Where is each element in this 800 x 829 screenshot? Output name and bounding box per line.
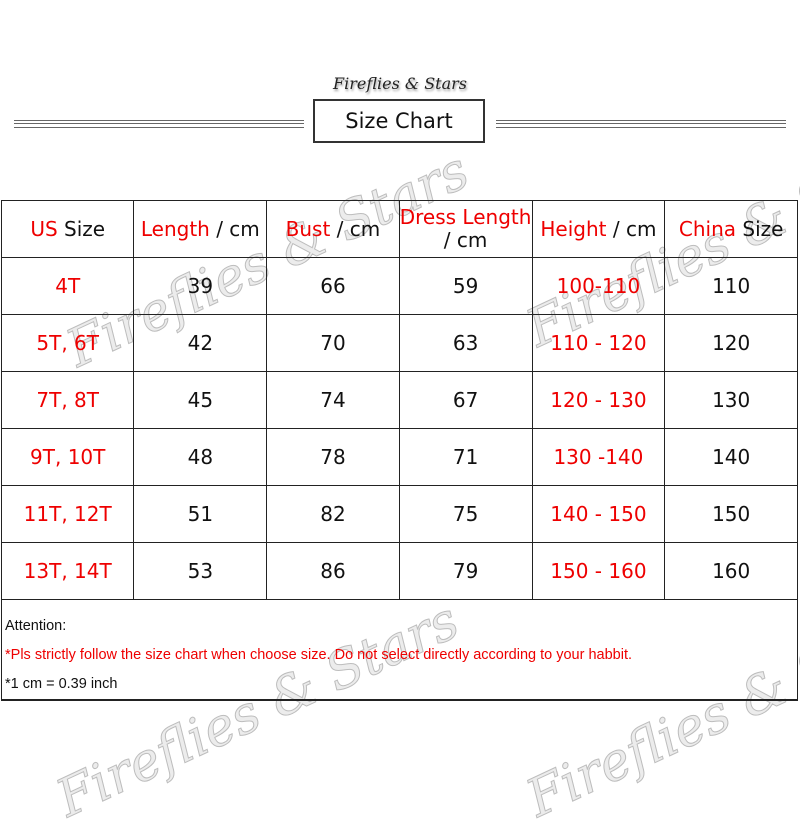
table-cell: 75 bbox=[398, 485, 533, 543]
conversion-note: *1 cm = 0.39 inch bbox=[5, 676, 118, 692]
table-cell: 82 bbox=[266, 485, 400, 543]
table-cell: 140 - 150 bbox=[531, 485, 666, 543]
table-cell: 13T, 14T bbox=[0, 542, 135, 600]
table-cell: 74 bbox=[266, 371, 400, 429]
column-header: Dress Length / cm bbox=[398, 200, 533, 258]
table-cell: 5T, 6T bbox=[0, 314, 135, 372]
table-cell: 48 bbox=[133, 428, 268, 486]
notes: Attention: *Pls strictly follow the size … bbox=[1, 599, 798, 701]
header-unit: Size bbox=[736, 216, 784, 241]
table-row: 5T, 6T 42 70 63 110 - 120 120 bbox=[0, 314, 798, 372]
divider-left bbox=[14, 120, 304, 128]
header-label: Dress Length bbox=[399, 205, 532, 229]
table-cell: 110 - 120 bbox=[531, 314, 666, 372]
table-cell: 78 bbox=[266, 428, 400, 486]
table-cell: 86 bbox=[266, 542, 400, 600]
table-cell: 70 bbox=[266, 314, 400, 372]
column-header: Bust / cm bbox=[266, 200, 400, 258]
header-unit: Size bbox=[57, 216, 106, 241]
brand-logo: Fireflies & Stars bbox=[332, 74, 467, 93]
divider-right bbox=[496, 120, 786, 128]
table-row: 11T, 12T 51 82 75 140 - 150 150 bbox=[0, 485, 798, 543]
header-unit: / cm bbox=[606, 216, 657, 241]
table-cell: 67 bbox=[398, 371, 533, 429]
table-row: 7T, 8T 45 74 67 120 - 130 130 bbox=[0, 371, 798, 429]
table-cell: 130 -140 bbox=[531, 428, 666, 486]
header-label: Length bbox=[140, 216, 210, 241]
column-header: Length / cm bbox=[133, 200, 268, 258]
table-cell: 4T bbox=[0, 257, 135, 315]
table-cell: 160 bbox=[664, 542, 798, 600]
table-cell: 59 bbox=[398, 257, 533, 315]
warning-note: *Pls strictly follow the size chart when… bbox=[5, 647, 633, 663]
table-cell: 120 bbox=[664, 314, 798, 372]
table-cell: 120 - 130 bbox=[531, 371, 666, 429]
table-cell: 150 - 160 bbox=[531, 542, 666, 600]
size-chart-table: US Size Length / cm Bust / cm Dress Length … bbox=[0, 200, 798, 701]
header-row: US Size Length / cm Bust / cm Dress Length … bbox=[0, 200, 798, 258]
table-cell: 9T, 10T bbox=[0, 428, 135, 486]
table-row: 4T 39 66 59 100-110 110 bbox=[0, 257, 798, 315]
page-title: Size Chart bbox=[313, 99, 485, 143]
header-label: US bbox=[30, 216, 58, 241]
table-cell: 7T, 8T bbox=[0, 371, 135, 429]
table-cell: 53 bbox=[133, 542, 268, 600]
table-cell: 100-110 bbox=[531, 257, 666, 315]
table-cell: 71 bbox=[398, 428, 533, 486]
table-cell: 130 bbox=[664, 371, 798, 429]
table-cell: 45 bbox=[133, 371, 268, 429]
table-cell: 150 bbox=[664, 485, 798, 543]
table-cell: 63 bbox=[398, 314, 533, 372]
header-label: China bbox=[678, 216, 737, 241]
table-cell: 51 bbox=[133, 485, 268, 543]
header-unit: / cm bbox=[209, 216, 260, 241]
table-cell: 39 bbox=[133, 257, 268, 315]
header-label: Bust bbox=[285, 216, 331, 241]
table-cell: 66 bbox=[266, 257, 400, 315]
table-row: 13T, 14T 53 86 79 150 - 160 160 bbox=[0, 542, 798, 600]
column-header: Height / cm bbox=[531, 200, 666, 258]
notes-row: Attention: *Pls strictly follow the size … bbox=[1, 599, 798, 701]
header-unit: / cm bbox=[330, 216, 381, 241]
table-cell: 110 bbox=[664, 257, 798, 315]
header-unit: / cm bbox=[443, 228, 488, 252]
table-cell: 140 bbox=[664, 428, 798, 486]
table-row: 9T, 10T 48 78 71 130 -140 140 bbox=[0, 428, 798, 486]
table-cell: 42 bbox=[133, 314, 268, 372]
column-header: China Size bbox=[664, 200, 798, 258]
column-header: US Size bbox=[0, 200, 135, 258]
header-label: Height bbox=[540, 216, 607, 241]
table-cell: 11T, 12T bbox=[0, 485, 135, 543]
table-cell: 79 bbox=[398, 542, 533, 600]
attention-label: Attention: bbox=[5, 618, 67, 634]
